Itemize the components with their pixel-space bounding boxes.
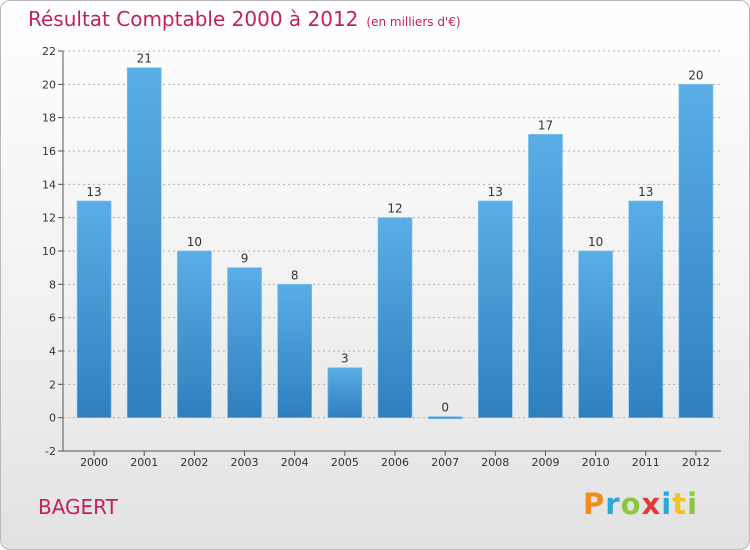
chart-title: Résultat Comptable 2000 à 2012 bbox=[28, 7, 359, 31]
y-tick-label: 10 bbox=[42, 245, 56, 258]
logo-letter: r bbox=[605, 487, 621, 521]
bar-2001[interactable] bbox=[126, 67, 162, 418]
data-label-2001: 21 bbox=[137, 52, 152, 66]
y-tick-label: 16 bbox=[42, 145, 56, 158]
bar-2009[interactable] bbox=[528, 134, 563, 418]
y-tick-label: -2 bbox=[45, 445, 56, 458]
bar-2008[interactable] bbox=[478, 200, 513, 418]
x-tick-label-2000: 2000 bbox=[80, 456, 108, 469]
data-label-2003: 9 bbox=[241, 252, 249, 266]
logo-letter: o bbox=[620, 487, 642, 521]
logo-letter: x bbox=[641, 487, 662, 521]
y-tick-label: 14 bbox=[42, 178, 56, 191]
y-tick-label: 22 bbox=[42, 45, 56, 58]
title-block: Résultat Comptable 2000 à 2012 (en millie… bbox=[28, 7, 461, 31]
y-tick-label: 12 bbox=[42, 212, 56, 225]
y-tick-label: 4 bbox=[49, 345, 56, 358]
y-tick-label: 18 bbox=[42, 112, 56, 125]
y-tick-label: 6 bbox=[49, 312, 56, 325]
y-tick-label: 8 bbox=[49, 278, 56, 291]
data-label-2008: 13 bbox=[488, 185, 503, 199]
data-label-2006: 12 bbox=[387, 202, 402, 216]
data-label-2005: 3 bbox=[341, 352, 349, 366]
x-tick-label-2001: 2001 bbox=[130, 456, 158, 469]
bar-2000[interactable] bbox=[76, 200, 112, 418]
data-labels: 13 21 10 9 8 3 12 0 13 17 10 13 20 bbox=[86, 52, 703, 415]
y-tick-label: 0 bbox=[49, 412, 56, 425]
data-label-2009: 17 bbox=[538, 118, 553, 132]
x-tick-label-2005: 2005 bbox=[331, 456, 359, 469]
x-tick-label-2009: 2009 bbox=[531, 456, 559, 469]
y-tick-label: 2 bbox=[49, 378, 56, 391]
y-tick-label: 20 bbox=[42, 78, 56, 91]
logo-letter: t bbox=[672, 487, 688, 521]
bar-2010[interactable] bbox=[578, 250, 613, 418]
bar-2004[interactable] bbox=[277, 284, 312, 418]
bar-2006[interactable] bbox=[377, 217, 413, 418]
data-label-2002: 10 bbox=[187, 235, 202, 249]
bar-2002[interactable] bbox=[177, 250, 212, 418]
x-tick-label-2006: 2006 bbox=[381, 456, 409, 469]
x-tick-label-2010: 2010 bbox=[582, 456, 610, 469]
logo-letter: P bbox=[583, 487, 606, 521]
bar-2005[interactable] bbox=[327, 367, 363, 418]
x-tick-label-2008: 2008 bbox=[481, 456, 509, 469]
bars bbox=[76, 67, 714, 419]
x-tick-label-2012: 2012 bbox=[682, 456, 710, 469]
commune-name: BAGERT bbox=[38, 495, 118, 519]
bar-2003[interactable] bbox=[227, 267, 262, 418]
bar-2007[interactable] bbox=[427, 416, 463, 419]
data-label-2012: 20 bbox=[688, 68, 703, 82]
bar-2012[interactable] bbox=[678, 84, 714, 418]
x-tick-label-2007: 2007 bbox=[431, 456, 459, 469]
bar-2011[interactable] bbox=[628, 200, 664, 418]
x-tick-label-2002: 2002 bbox=[180, 456, 208, 469]
logo-letter: i bbox=[661, 487, 673, 521]
data-label-2010: 10 bbox=[588, 235, 603, 249]
x-tick-label-2003: 2003 bbox=[231, 456, 259, 469]
data-label-2011: 13 bbox=[638, 185, 653, 199]
x-tick-label-2004: 2004 bbox=[281, 456, 309, 469]
data-label-2007: 0 bbox=[441, 401, 449, 415]
chart-subtitle: (en milliers d'€) bbox=[366, 15, 461, 29]
x-tick-label-2011: 2011 bbox=[632, 456, 660, 469]
data-label-2000: 13 bbox=[86, 185, 101, 199]
logo-letter: i bbox=[687, 487, 699, 521]
proxiti-logo[interactable]: Proxiti bbox=[583, 487, 698, 521]
data-label-2004: 8 bbox=[291, 268, 299, 282]
